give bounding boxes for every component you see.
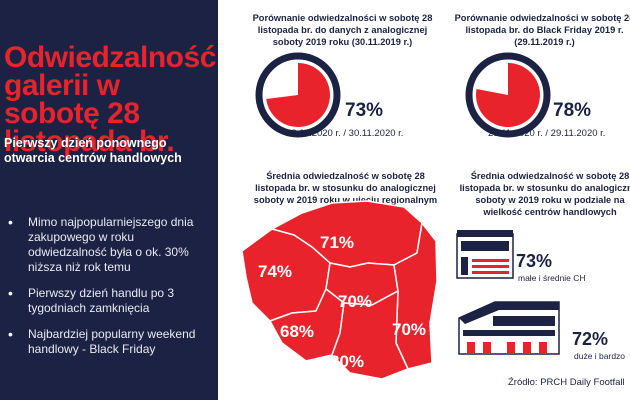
pie-1-caption: Porównanie odwiedzalności w sobotę 28 li… — [252, 13, 433, 47]
large-mall-icon — [458, 301, 560, 355]
map-caption: Średnia odwiedzalność w sobotę 28 listop… — [253, 171, 438, 205]
page-title: Odwiedzalność galerii w sobotę 28 listop… — [4, 41, 216, 158]
large-mall-label: duże i bardzo — [574, 351, 626, 361]
small-mall-value: 73% — [516, 251, 553, 271]
pie-2-value: 78% — [553, 100, 592, 121]
small-mall-icon — [456, 230, 514, 279]
map-label-south: 80% — [330, 352, 364, 371]
left-panel: Odwiedzalność galerii w sobotę 28 listop… — [0, 0, 218, 400]
bullet-item: Pierwszy dzień handlu po 3 tygodniach za… — [2, 286, 214, 316]
poland-map: 71% 74% 70% 68% 70% 80% — [241, 200, 438, 380]
map-label-east: 70% — [392, 320, 426, 339]
pie-chart-2 — [465, 52, 551, 138]
mall-caption: Średnia odwiedzalność w sobotę 28 listop… — [459, 171, 630, 217]
map-label-west: 74% — [258, 262, 292, 281]
map-label-north: 71% — [320, 233, 354, 252]
bullet-list: Mimo najpopularniejszego dnia zakupowego… — [2, 215, 214, 368]
source-note: Źródło: PRCH Daily Footfall — [508, 377, 625, 388]
pie-2-ring — [465, 52, 551, 138]
bullet-item: Najbardziej popularny weekend handlowy -… — [2, 327, 214, 357]
large-mall-value: 72% — [572, 329, 609, 349]
map-label-southwest: 68% — [280, 322, 314, 341]
pie-chart-1 — [255, 52, 341, 138]
pie-2-date: 28.11.2020 r. / 29.11.2020 r. — [488, 128, 606, 139]
pie-2-caption: Porównanie odwiedzalności w sobotę 28 li… — [454, 13, 630, 47]
pie-1-ring — [255, 52, 341, 138]
pie-1-date: 28.11.2020 r. / 30.11.2020 r. — [286, 128, 404, 139]
bullet-item: Mimo najpopularniejszego dnia zakupowego… — [2, 215, 214, 275]
pie-1-value: 73% — [345, 100, 384, 121]
map-label-center: 70% — [338, 292, 372, 311]
pie-1-slice — [266, 63, 330, 127]
page-subtitle: Pierwszy dzień ponownego otwarcia centró… — [4, 136, 182, 165]
map-region-south — [331, 290, 409, 380]
pie-2-slice — [476, 63, 541, 128]
small-mall-label: małe i średnie CH — [518, 273, 586, 283]
